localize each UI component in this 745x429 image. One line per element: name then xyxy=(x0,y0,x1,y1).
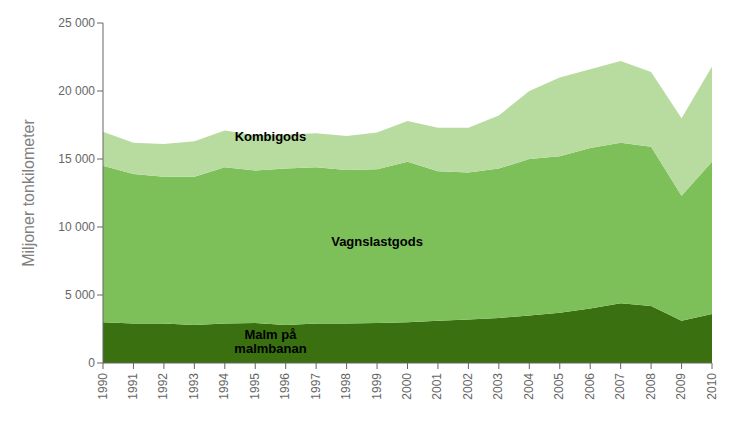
svg-text:1996: 1996 xyxy=(278,373,292,400)
svg-text:5 000: 5 000 xyxy=(65,288,95,302)
svg-text:1997: 1997 xyxy=(309,373,323,400)
svg-text:1992: 1992 xyxy=(156,373,170,400)
svg-text:2005: 2005 xyxy=(552,373,566,400)
svg-text:10 000: 10 000 xyxy=(58,220,95,234)
svg-text:0: 0 xyxy=(88,356,95,370)
svg-text:25 000: 25 000 xyxy=(58,16,95,30)
svg-text:2003: 2003 xyxy=(491,373,505,400)
svg-text:2001: 2001 xyxy=(430,373,444,400)
svg-text:Malm påmalmbanan: Malm påmalmbanan xyxy=(234,327,306,356)
svg-text:1993: 1993 xyxy=(187,373,201,400)
svg-text:1990: 1990 xyxy=(96,373,110,400)
svg-text:1991: 1991 xyxy=(126,373,140,400)
svg-text:1995: 1995 xyxy=(248,373,262,400)
svg-text:2004: 2004 xyxy=(522,373,536,400)
svg-text:Vagnslastgods: Vagnslastgods xyxy=(331,233,423,248)
svg-text:20 000: 20 000 xyxy=(58,84,95,98)
svg-text:1998: 1998 xyxy=(339,373,353,400)
svg-text:2008: 2008 xyxy=(644,373,658,400)
svg-text:2009: 2009 xyxy=(674,373,688,400)
svg-text:2007: 2007 xyxy=(613,373,627,400)
svg-text:2002: 2002 xyxy=(461,373,475,400)
svg-text:15 000: 15 000 xyxy=(58,152,95,166)
svg-text:2010: 2010 xyxy=(705,373,719,400)
svg-text:Miljoner tonkilometer: Miljoner tonkilometer xyxy=(20,119,37,267)
svg-text:1999: 1999 xyxy=(370,373,384,400)
svg-text:Kombigods: Kombigods xyxy=(235,128,307,143)
svg-text:1994: 1994 xyxy=(217,373,231,400)
svg-text:2006: 2006 xyxy=(583,373,597,400)
svg-text:2000: 2000 xyxy=(400,373,414,400)
